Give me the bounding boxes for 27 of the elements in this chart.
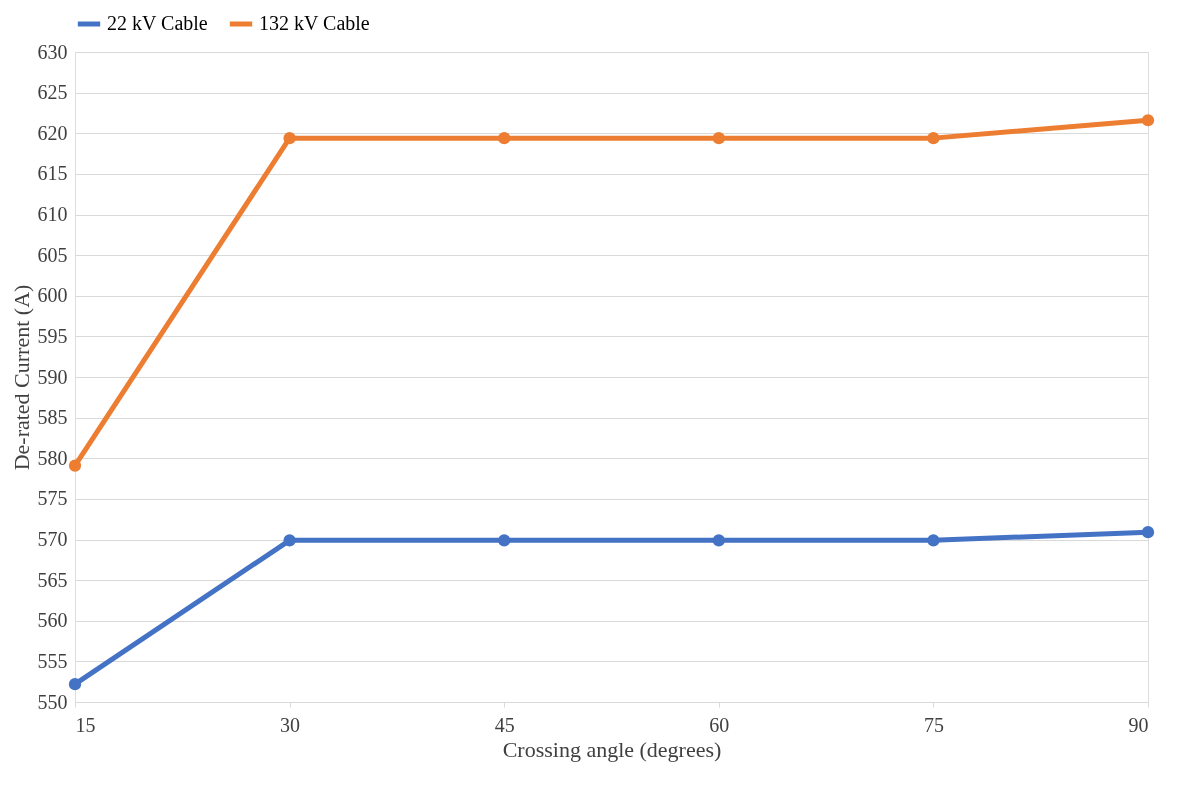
x-tick-label: 30 bbox=[280, 713, 301, 736]
y-tick-label: 600 bbox=[37, 284, 68, 307]
y-tick-label: 630 bbox=[37, 40, 68, 63]
y-tick-label: 585 bbox=[37, 406, 68, 429]
legend-label: 22 kV Cable bbox=[107, 12, 208, 34]
y-axis-title: De-rated Current (A) bbox=[8, 284, 34, 471]
x-axis-title: Crossing angle (degrees) bbox=[502, 736, 722, 762]
x-tick-label: 90 bbox=[1128, 713, 1149, 736]
y-tick-label: 590 bbox=[37, 365, 68, 388]
y-tick-label: 555 bbox=[37, 649, 68, 672]
x-tick-label: 45 bbox=[494, 713, 515, 736]
y-tick-label: 560 bbox=[37, 609, 68, 632]
y-tick-label: 575 bbox=[37, 487, 68, 510]
y-tick-label: 620 bbox=[37, 121, 68, 144]
y-tick-label: 570 bbox=[37, 528, 68, 550]
y-tick-label: 580 bbox=[37, 446, 68, 469]
x-tick-label: 15 bbox=[75, 713, 96, 736]
x-tick-label: 75 bbox=[923, 713, 944, 736]
y-tick-label: 615 bbox=[37, 162, 68, 185]
x-tick-label: 60 bbox=[709, 713, 730, 736]
y-tick-label: 605 bbox=[37, 243, 68, 266]
y-tick-label: 565 bbox=[37, 568, 68, 591]
legend-label: 132 kV Cable bbox=[259, 12, 370, 34]
y-tick-label: 550 bbox=[37, 690, 68, 713]
y-tick-label: 625 bbox=[37, 81, 68, 104]
y-tick-label: 595 bbox=[37, 324, 68, 347]
y-tick-label: 610 bbox=[37, 203, 68, 225]
